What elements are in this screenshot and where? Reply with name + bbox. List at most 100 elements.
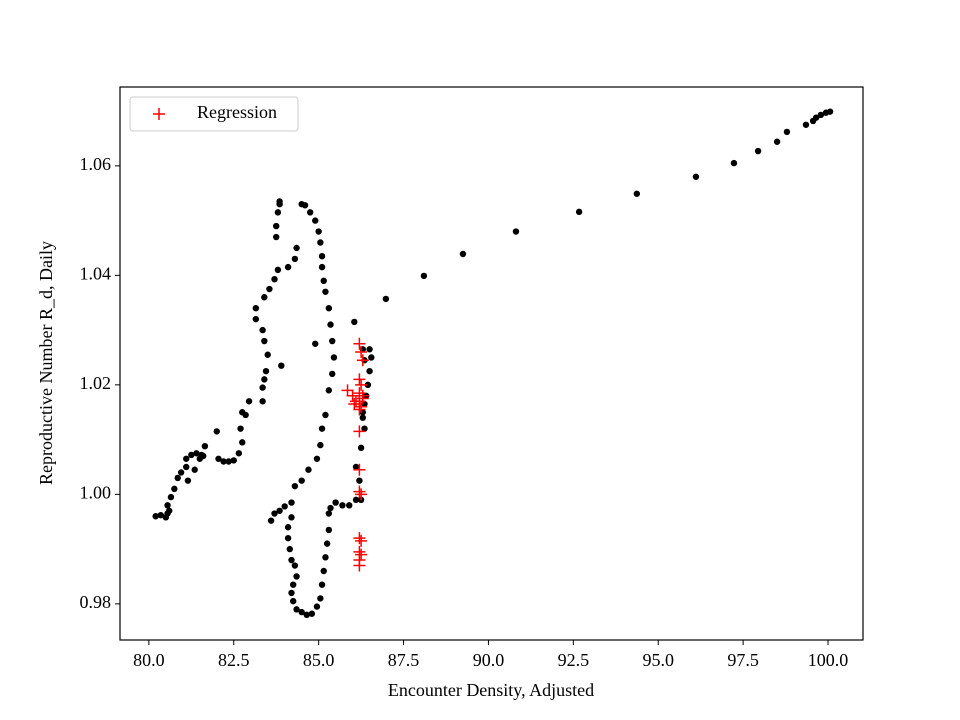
point <box>382 295 390 303</box>
point <box>361 425 368 432</box>
point <box>259 384 266 391</box>
point <box>459 250 467 258</box>
point <box>330 354 338 361</box>
point <box>177 469 185 476</box>
point <box>291 562 299 569</box>
point <box>353 425 366 438</box>
point <box>325 526 333 534</box>
point <box>239 409 246 416</box>
point <box>317 441 324 449</box>
point <box>293 606 300 613</box>
point <box>353 559 366 572</box>
point <box>346 389 359 402</box>
point <box>298 477 305 484</box>
point <box>322 554 329 561</box>
x-tick-label: 82.5 <box>218 650 250 670</box>
point <box>188 451 195 459</box>
point <box>245 398 253 405</box>
point <box>357 444 365 452</box>
point <box>291 255 299 263</box>
point <box>822 109 830 116</box>
plot-frame <box>119 86 864 641</box>
point <box>306 209 314 216</box>
point <box>730 159 738 167</box>
point <box>266 285 273 293</box>
point <box>262 367 270 375</box>
x-tick-label: 90.0 <box>473 650 505 670</box>
point <box>322 411 329 419</box>
point <box>271 510 278 517</box>
point <box>288 589 295 597</box>
point <box>220 458 227 465</box>
point <box>167 493 175 501</box>
point <box>193 450 200 457</box>
point <box>276 198 283 205</box>
y-tick-label: 1.04 <box>80 263 112 283</box>
point <box>305 466 312 473</box>
point <box>317 239 324 246</box>
point <box>323 540 331 547</box>
point <box>284 263 292 271</box>
point <box>298 608 305 616</box>
x-tick-label: 92.5 <box>558 650 590 670</box>
point <box>350 395 363 408</box>
point <box>288 556 295 564</box>
point <box>317 595 324 602</box>
point <box>308 610 316 617</box>
point <box>348 398 361 411</box>
point <box>329 337 336 345</box>
point <box>355 488 368 501</box>
x-tick-label: 100.0 <box>808 650 849 670</box>
point <box>261 337 268 345</box>
point <box>325 510 333 517</box>
point <box>166 507 173 514</box>
point <box>213 428 220 435</box>
x-axis-label: Encounter Density, Adjusted <box>388 680 594 700</box>
point <box>293 573 300 580</box>
point <box>284 534 292 542</box>
point <box>355 400 368 413</box>
point <box>301 202 309 209</box>
point <box>274 209 282 216</box>
point <box>633 190 641 197</box>
point <box>353 463 366 476</box>
point <box>817 111 825 119</box>
point <box>355 346 368 359</box>
point <box>318 425 326 432</box>
point <box>259 326 266 334</box>
point <box>325 305 333 312</box>
point <box>312 217 319 224</box>
point <box>286 545 293 553</box>
y-tick-label: 0.98 <box>80 592 112 612</box>
point <box>420 272 428 280</box>
y-tick-label: 1.06 <box>80 154 112 174</box>
point <box>356 392 369 405</box>
point <box>235 450 243 457</box>
point <box>267 517 275 524</box>
legend-marker <box>153 108 165 120</box>
point <box>754 147 762 155</box>
point <box>353 532 366 545</box>
point <box>274 266 282 274</box>
x-tick-label: 87.5 <box>388 650 420 670</box>
point <box>284 524 292 531</box>
y-tick-label: 1.00 <box>80 482 112 502</box>
point <box>312 340 319 347</box>
point <box>355 534 368 547</box>
point <box>327 504 334 512</box>
point <box>278 362 285 369</box>
point <box>318 581 326 588</box>
point <box>325 387 333 394</box>
point <box>225 458 232 465</box>
y-axis-label: Reproductive Number R_d, Daily <box>36 241 56 485</box>
legend-box <box>129 96 299 132</box>
point <box>359 414 366 421</box>
point <box>288 514 295 521</box>
point <box>259 398 266 405</box>
point <box>353 373 366 386</box>
point <box>802 121 810 128</box>
point <box>320 277 327 285</box>
point <box>329 370 336 378</box>
